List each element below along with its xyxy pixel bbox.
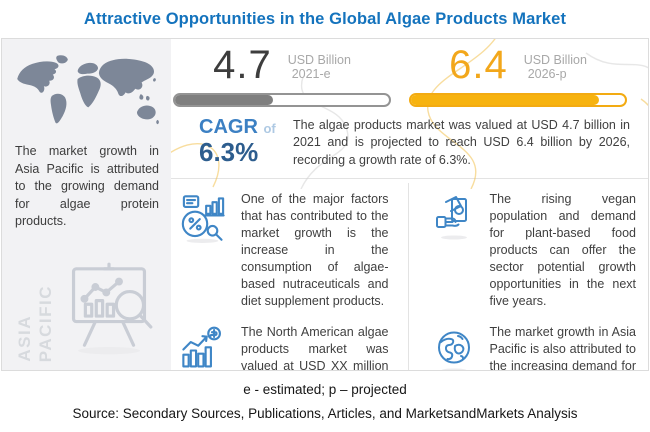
progress-fill-2021: [175, 95, 274, 105]
world-map-icon: [17, 55, 159, 125]
region-note: The market growth in Asia Pacific is att…: [15, 144, 159, 228]
footer: e - estimated; p – projected Source: Sec…: [0, 371, 650, 421]
legend-note: e - estimated; p – projected: [243, 382, 407, 397]
stat-value-2026: 6.4: [449, 43, 508, 87]
cagr-block: CAGR of 6.3%: [199, 117, 277, 167]
stats-row: 4.7 USD Billion 2021-e 6.4 USD B: [171, 39, 648, 107]
insight-asia-pacific-lipids: The market growth in Asia Pacific is als…: [407, 324, 636, 370]
insights-grid: One of the major factors that has contri…: [171, 179, 648, 370]
insight-nutraceuticals: One of the major factors that has contri…: [177, 191, 407, 310]
watermark-pacific: PACIFIC: [35, 284, 55, 362]
stat-2026: 6.4 USD Billion 2026-p: [409, 43, 627, 107]
sidebar-bottom: ASIA PACIFIC: [2, 257, 171, 370]
watermark-asia: ASIA: [15, 315, 34, 362]
world-map: [2, 39, 171, 135]
insight-north-america: The North American algae products market…: [177, 324, 407, 370]
header: Attractive Opportunities in the Global A…: [0, 0, 650, 38]
market-summary: The algae products market was valued at …: [293, 118, 630, 167]
progress-bar-2021: [173, 93, 391, 107]
money-hand-icon: [429, 191, 479, 246]
stat-value-2021: 4.7: [213, 43, 272, 87]
region-sidebar: The market growth in Asia Pacific is att…: [2, 39, 171, 370]
main-panel: The market growth in Asia Pacific is att…: [1, 38, 649, 371]
section-divider: [171, 177, 648, 179]
growth-chart-icon: [177, 324, 230, 370]
globe-icon: [429, 324, 479, 370]
source-note: Source: Secondary Sources, Publications,…: [72, 406, 578, 421]
cagr-row: CAGR of 6.3% The algae products market w…: [171, 107, 648, 178]
stat-label-2021: USD Billion 2021-e: [287, 53, 351, 82]
content-area: 4.7 USD Billion 2021-e 6.4 USD B: [171, 39, 648, 370]
stat-2021: 4.7 USD Billion 2021-e: [173, 43, 391, 107]
insight-vegan-demand: The rising vegan population and demand f…: [407, 191, 636, 310]
stat-label-2026: USD Billion 2026-p: [523, 53, 587, 82]
cagr-connector: of: [263, 121, 276, 136]
chart-easel-icon: [59, 257, 159, 362]
market-analysis-icon: [177, 191, 230, 249]
cagr-value: 6.3%: [199, 137, 259, 167]
region-watermark: ASIA PACIFIC: [15, 284, 55, 362]
progress-fill-2026: [411, 95, 600, 105]
progress-bar-2026: [409, 93, 627, 107]
cagr-label: CAGR: [199, 116, 258, 138]
page-title: Attractive Opportunities in the Global A…: [83, 9, 567, 28]
